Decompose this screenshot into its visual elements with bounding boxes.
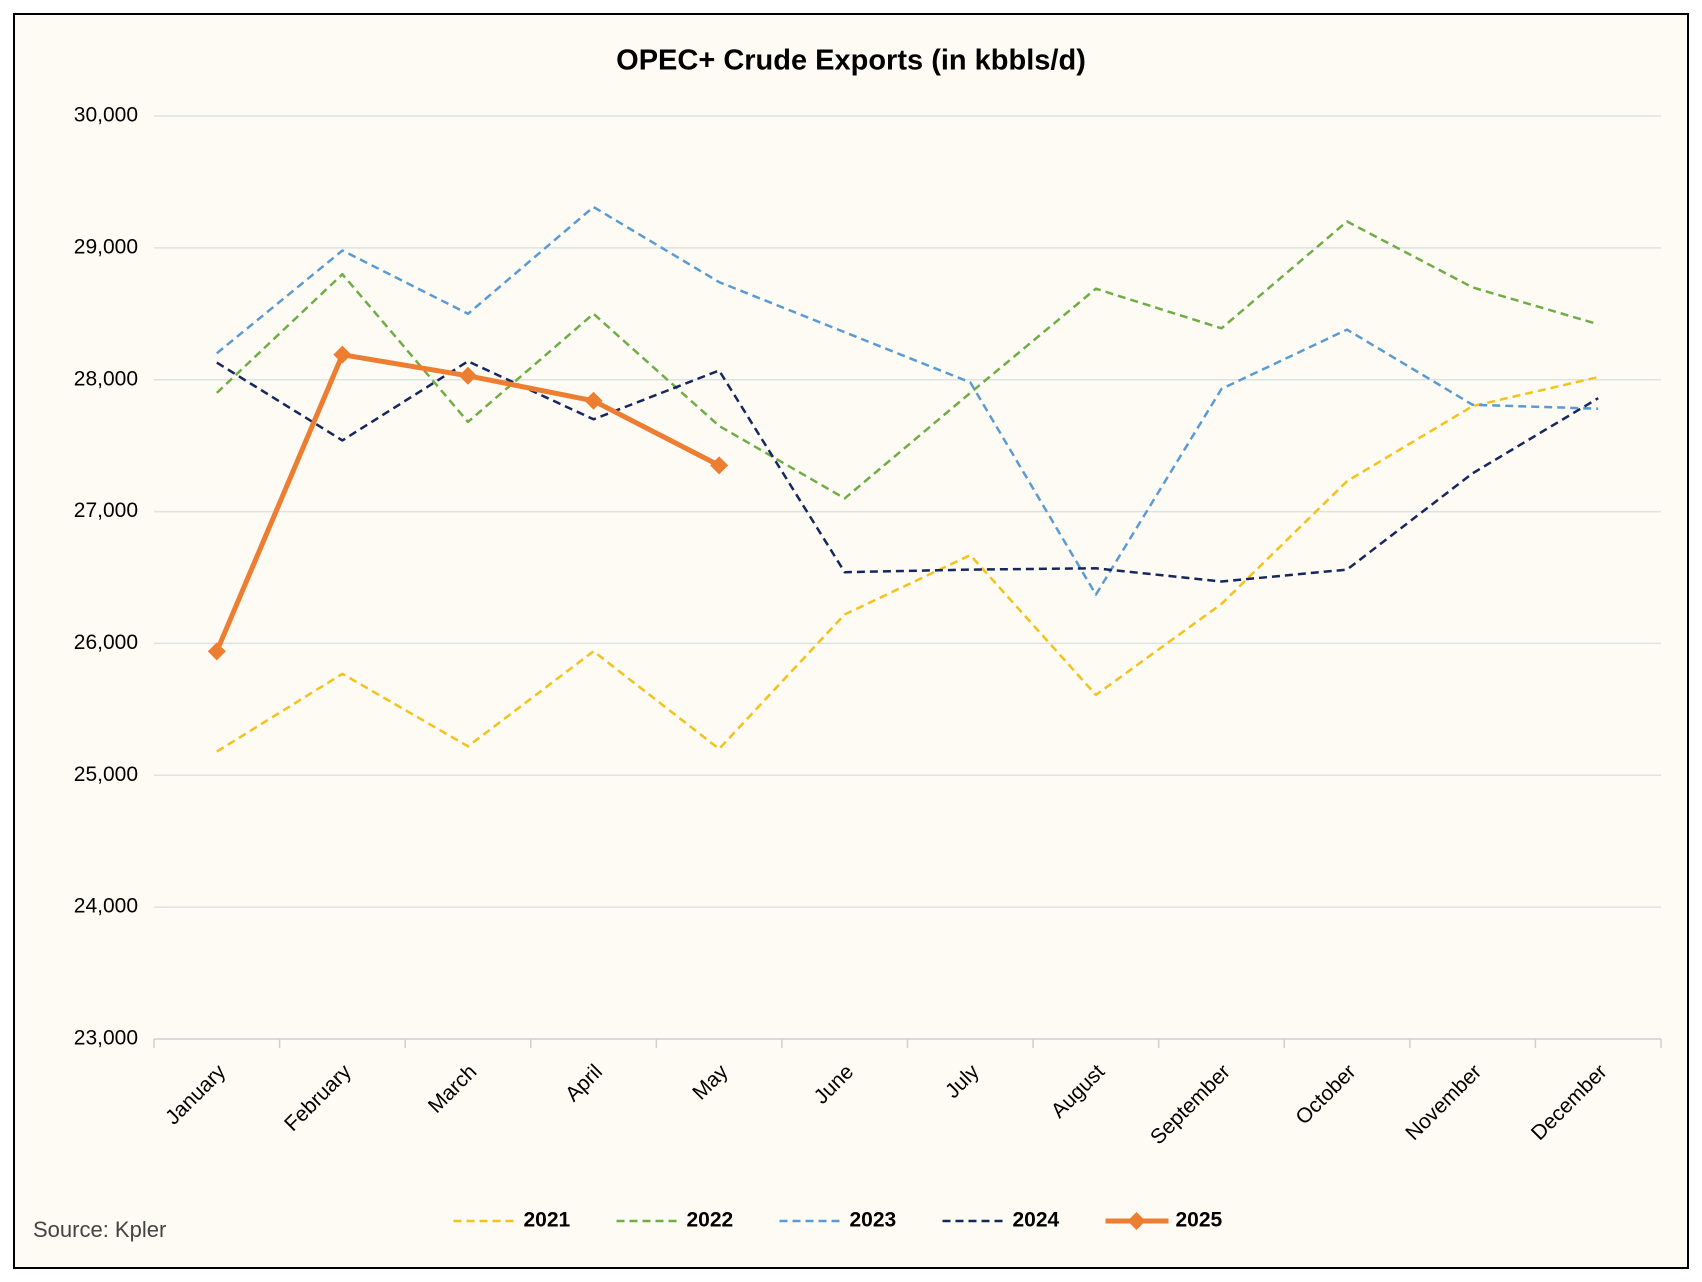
chart-frame <box>13 13 1689 1269</box>
series-marker <box>458 366 477 385</box>
legend-label: 2024 <box>1013 1209 1060 1232</box>
legend-label: 2021 <box>524 1209 571 1232</box>
legend-label: 2022 <box>687 1209 734 1232</box>
series-marker <box>333 345 352 364</box>
legend-marker <box>1127 1212 1146 1230</box>
y-tick-label: 26,000 <box>74 631 138 654</box>
y-tick-label: 29,000 <box>74 235 138 258</box>
series-marker <box>207 642 226 661</box>
legend-label: 2023 <box>850 1209 897 1232</box>
series-marker <box>584 391 603 410</box>
y-tick-label: 23,000 <box>74 1027 138 1050</box>
y-tick-label: 25,000 <box>74 763 138 786</box>
series-line <box>216 205 1599 596</box>
y-tick-label: 24,000 <box>74 895 138 918</box>
chart-title: OPEC+ Crude Exports (in kbbls/d) <box>616 45 1086 77</box>
source-note: Source: Kpler <box>33 1217 166 1242</box>
y-tick-label: 27,000 <box>74 499 138 522</box>
y-tick-label: 28,000 <box>74 367 138 390</box>
legend-label: 2025 <box>1176 1209 1223 1232</box>
y-tick-label: 30,000 <box>74 104 138 127</box>
series-marker <box>710 456 729 475</box>
series-line <box>216 375 1599 753</box>
series-line <box>215 220 1599 500</box>
